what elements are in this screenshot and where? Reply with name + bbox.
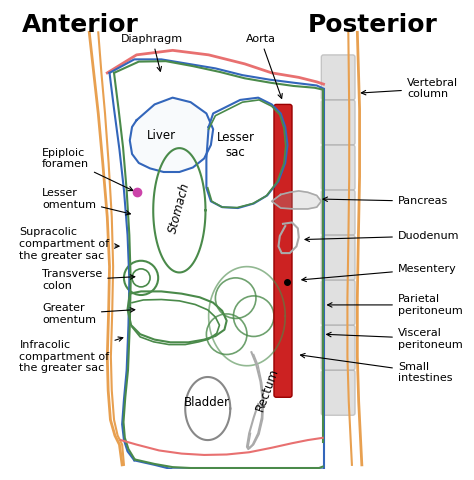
Text: Lesser
sac: Lesser sac	[217, 131, 255, 159]
FancyBboxPatch shape	[321, 55, 355, 100]
Text: Mesentery: Mesentery	[302, 264, 456, 282]
Text: Epiploic
foramen: Epiploic foramen	[42, 148, 133, 191]
FancyBboxPatch shape	[321, 100, 355, 145]
Text: Transverse
colon: Transverse colon	[42, 269, 135, 291]
Text: Infracolic
compartment of
the greater sac: Infracolic compartment of the greater sa…	[19, 337, 123, 373]
Text: Pancreas: Pancreas	[323, 196, 448, 206]
FancyBboxPatch shape	[321, 370, 355, 415]
Text: Lesser
omentum: Lesser omentum	[42, 188, 130, 215]
Text: Visceral
peritoneum: Visceral peritoneum	[327, 328, 463, 349]
Text: Aorta: Aorta	[246, 34, 282, 98]
Text: Diaphragm: Diaphragm	[121, 34, 183, 71]
Text: Rectum: Rectum	[254, 366, 281, 412]
Text: Vertebral
column: Vertebral column	[361, 78, 458, 99]
FancyBboxPatch shape	[321, 145, 355, 190]
Text: Greater
omentum: Greater omentum	[42, 303, 135, 325]
Text: Liver: Liver	[147, 130, 176, 143]
Text: Supracolic
compartment of
the greater sac: Supracolic compartment of the greater sa…	[19, 228, 119, 261]
Text: Parietal
peritoneum: Parietal peritoneum	[328, 294, 463, 316]
FancyBboxPatch shape	[321, 325, 355, 370]
Text: Anterior: Anterior	[22, 13, 139, 37]
Polygon shape	[272, 191, 321, 209]
FancyBboxPatch shape	[321, 235, 355, 280]
Text: Bladder: Bladder	[183, 396, 229, 409]
Text: Stomach: Stomach	[166, 181, 192, 235]
FancyBboxPatch shape	[321, 190, 355, 235]
Text: Duodenum: Duodenum	[305, 231, 459, 241]
Text: Small
intestines: Small intestines	[301, 353, 452, 384]
FancyBboxPatch shape	[274, 105, 292, 397]
FancyBboxPatch shape	[321, 280, 355, 325]
Text: Posterior: Posterior	[308, 13, 438, 37]
